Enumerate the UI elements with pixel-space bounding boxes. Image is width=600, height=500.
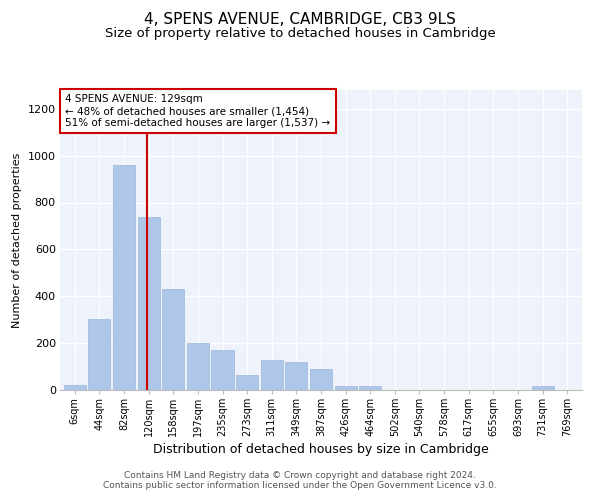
Bar: [532, 386, 554, 390]
Bar: [88, 318, 110, 390]
Bar: [260, 360, 283, 390]
Bar: [211, 350, 233, 390]
Text: 4, SPENS AVENUE, CAMBRIDGE, CB3 9LS: 4, SPENS AVENUE, CAMBRIDGE, CB3 9LS: [144, 12, 456, 28]
Bar: [310, 369, 332, 390]
Text: Distribution of detached houses by size in Cambridge: Distribution of detached houses by size …: [153, 442, 489, 456]
Bar: [359, 386, 382, 390]
Bar: [285, 362, 307, 390]
Text: 4 SPENS AVENUE: 129sqm
← 48% of detached houses are smaller (1,454)
51% of semi-: 4 SPENS AVENUE: 129sqm ← 48% of detached…: [65, 94, 331, 128]
Bar: [113, 165, 135, 390]
Text: Size of property relative to detached houses in Cambridge: Size of property relative to detached ho…: [104, 28, 496, 40]
Y-axis label: Number of detached properties: Number of detached properties: [12, 152, 22, 328]
Bar: [236, 375, 258, 390]
Bar: [162, 289, 184, 390]
Bar: [187, 343, 209, 390]
Text: Contains HM Land Registry data © Crown copyright and database right 2024.
Contai: Contains HM Land Registry data © Crown c…: [103, 470, 497, 490]
Bar: [335, 386, 357, 390]
Bar: [64, 386, 86, 390]
Bar: [137, 216, 160, 390]
